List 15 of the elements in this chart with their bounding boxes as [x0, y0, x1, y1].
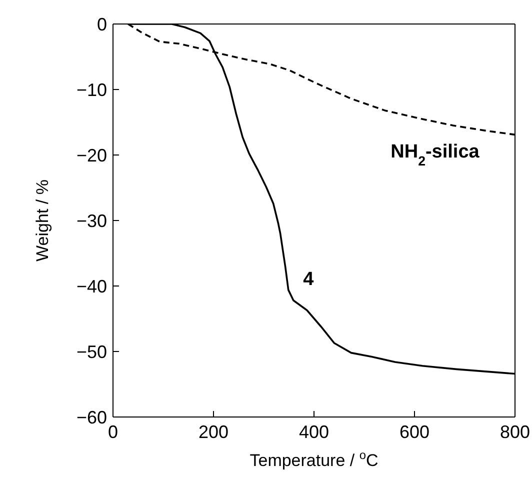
series-label: 4	[303, 268, 314, 290]
x-tick-label: 400	[298, 422, 330, 442]
y-tick-label: −50	[76, 342, 107, 362]
y-tick-label: −60	[76, 407, 107, 428]
series-label: NH$_{2}$-silica	[390, 142, 480, 168]
y-tick-label: −30	[76, 210, 107, 231]
x-tick-label: 200	[198, 422, 229, 442]
y-tick-label: −10	[76, 80, 107, 100]
y-tick-label: 0	[96, 14, 107, 34]
y-axis-title: Weight / %	[33, 180, 52, 262]
y-tick-label: −40	[76, 276, 107, 296]
x-tick-label: 800	[500, 422, 530, 442]
x-tick-label: 600	[399, 422, 430, 442]
y-tick-label: −20	[76, 145, 107, 166]
x-axis-title: Temperature / $^{o}$C	[250, 448, 378, 470]
